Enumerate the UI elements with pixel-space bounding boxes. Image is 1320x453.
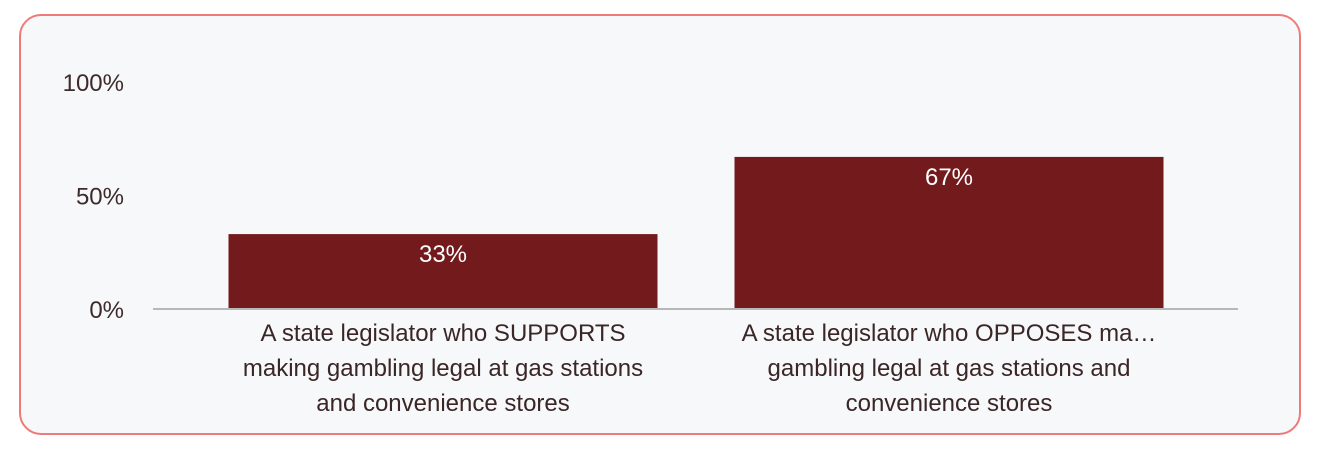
bar xyxy=(734,156,1164,309)
x-tick-label: convenience stores xyxy=(846,390,1053,417)
y-tick-label: 0% xyxy=(89,297,124,324)
x-tick-label: and convenience stores xyxy=(316,390,570,417)
y-tick-label: 100% xyxy=(63,70,124,97)
x-tick-label: making gambling legal at gas stations xyxy=(243,355,643,382)
data-label: 67% xyxy=(925,164,973,191)
data-label: 33% xyxy=(419,241,467,268)
bar xyxy=(228,234,658,309)
x-tick-label: A state legislator who SUPPORTS xyxy=(260,320,625,347)
x-tick-label: gambling legal at gas stations and xyxy=(768,355,1131,382)
y-tick-label: 50% xyxy=(76,184,124,211)
x-tick-label: A state legislator who OPPOSES ma… xyxy=(742,320,1157,347)
